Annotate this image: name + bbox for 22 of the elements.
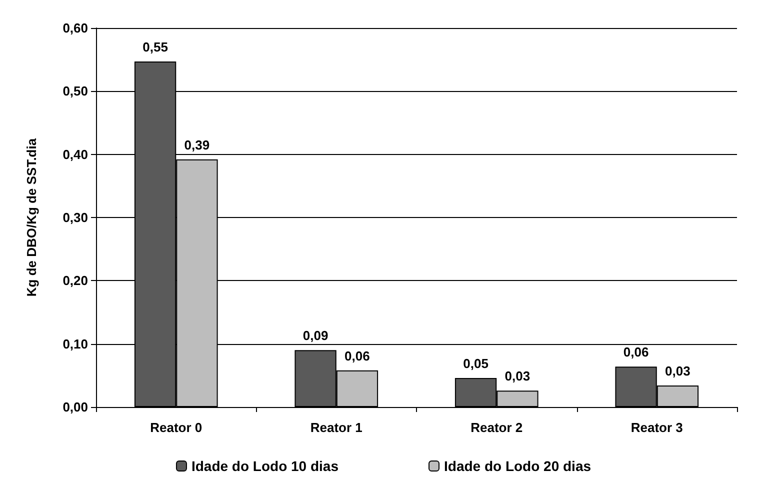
data-label: 0,03: [665, 364, 690, 379]
y-tick-label: 0,00: [62, 400, 88, 414]
data-label: 0,55: [142, 39, 168, 54]
data-label: 0,06: [623, 344, 649, 360]
legend-label: Idade do Lodo 20 dias: [444, 458, 592, 474]
data-label: 0,05: [463, 356, 488, 371]
y-tick-label: 0,30: [62, 210, 88, 225]
y-tick-label: 0,40: [62, 146, 88, 162]
data-label: 0,09: [302, 328, 328, 344]
x-tick-label: Reator 3: [630, 420, 683, 435]
x-tick-label: Reator 1: [310, 420, 362, 435]
x-tick-label: Reator 0: [150, 420, 202, 435]
data-label: 0,06: [344, 348, 370, 364]
legend-label: Idade do Lodo 10 dias: [191, 458, 339, 474]
y-tick-label: 0,60: [62, 20, 88, 36]
y-tick-label: 0,20: [62, 273, 88, 288]
data-label: 0,39: [184, 137, 210, 152]
y-tick-label: 0,50: [62, 84, 88, 99]
x-tick-label: Reator 2: [470, 420, 523, 435]
data-label: 0,03: [504, 368, 530, 384]
y-axis-title: Kg de DBO/Kg de SST.dia: [24, 138, 39, 297]
y-tick-label: 0,10: [62, 336, 88, 352]
